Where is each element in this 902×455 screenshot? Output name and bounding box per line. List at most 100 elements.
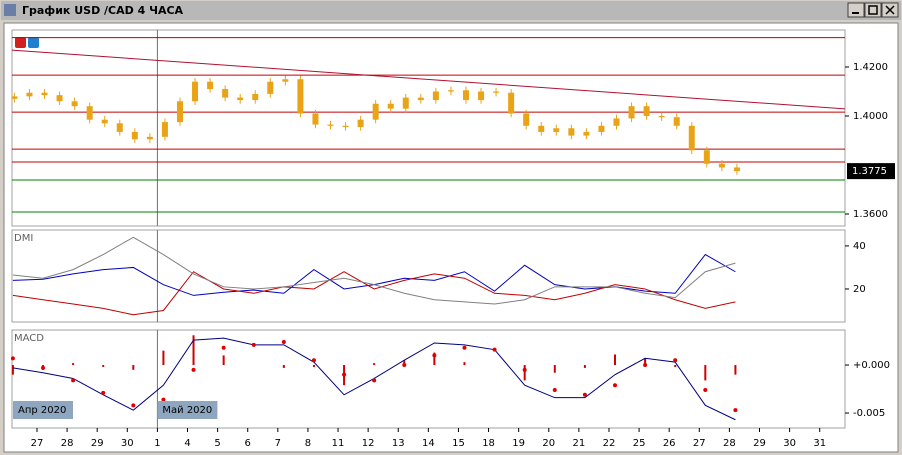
x-tick-label: 6 xyxy=(245,438,251,449)
candle-body xyxy=(493,91,500,93)
signal-dot xyxy=(10,356,15,361)
x-tick-label: 12 xyxy=(362,438,375,449)
candle-body xyxy=(357,119,364,128)
x-tick-label: 30 xyxy=(121,438,134,449)
signal-dot xyxy=(71,378,76,383)
signal-dot xyxy=(462,345,467,350)
candle-body xyxy=(387,103,394,109)
candle-body xyxy=(207,81,214,90)
signal-dot xyxy=(522,367,527,372)
candle-body xyxy=(372,103,379,120)
candle-body xyxy=(583,131,590,136)
candle-body xyxy=(553,128,560,132)
x-tick-label: 22 xyxy=(603,438,616,449)
candle-body xyxy=(538,125,545,132)
candle-body xyxy=(478,91,485,101)
x-tick-label: 28 xyxy=(723,438,736,449)
candle-body xyxy=(86,106,93,120)
window-icon xyxy=(4,4,16,16)
histogram-bar xyxy=(583,365,586,368)
histogram-bar xyxy=(162,350,165,366)
candle-body xyxy=(192,81,199,102)
signal-dot xyxy=(161,397,166,402)
signal-dot xyxy=(612,383,617,388)
window-buttons xyxy=(847,2,899,18)
candle-body xyxy=(462,90,469,101)
histogram-bar xyxy=(102,365,105,367)
candle-body xyxy=(222,89,229,98)
x-tick-label: 1 xyxy=(154,438,160,449)
histogram-bar xyxy=(613,354,616,366)
x-tick-label: 5 xyxy=(214,438,220,449)
candle-body xyxy=(342,125,349,128)
x-tick-label: 18 xyxy=(482,438,495,449)
signal-dot xyxy=(402,363,407,368)
y-tick-label: 1.4000 xyxy=(853,111,888,122)
candle-body xyxy=(176,101,183,123)
candle-body xyxy=(598,125,605,132)
candle-body xyxy=(237,97,244,101)
signal-dot xyxy=(582,392,587,397)
x-tick-label: 8 xyxy=(305,438,311,449)
panel-button[interactable] xyxy=(15,37,26,48)
candle-body xyxy=(161,122,168,137)
candle-body xyxy=(658,115,665,118)
x-tick-label: 29 xyxy=(91,438,104,449)
x-tick-label: 25 xyxy=(633,438,646,449)
candle-body xyxy=(146,136,153,140)
minimize-button[interactable] xyxy=(847,2,865,18)
candle-body xyxy=(703,150,710,164)
dmi-panel xyxy=(11,229,846,323)
signal-dot xyxy=(432,353,437,358)
histogram-bar xyxy=(132,365,135,370)
x-tick-label: 11 xyxy=(332,438,345,449)
signal-dot xyxy=(552,387,557,392)
histogram-bar xyxy=(11,365,14,375)
x-tick-label: 28 xyxy=(61,438,74,449)
x-tick-label: 13 xyxy=(392,438,405,449)
x-tick-label: 7 xyxy=(275,438,281,449)
histogram-bar xyxy=(674,365,677,367)
maximize-button[interactable] xyxy=(864,2,882,18)
month-label: Апр 2020 xyxy=(18,405,66,416)
candle-body xyxy=(613,118,620,126)
candle-body xyxy=(402,97,409,109)
histogram-bar xyxy=(403,360,406,366)
x-tick-label: 21 xyxy=(573,438,586,449)
histogram-bar xyxy=(704,365,707,381)
signal-dot xyxy=(41,365,46,370)
signal-dot xyxy=(191,367,196,372)
signal-dot xyxy=(101,390,106,395)
candle-body xyxy=(733,167,740,172)
x-tick-label: 29 xyxy=(753,438,766,449)
y-tick-label: +0.000 xyxy=(853,360,890,371)
x-tick-label: 31 xyxy=(813,438,826,449)
x-tick-label: 4 xyxy=(184,438,190,449)
candle-body xyxy=(417,97,424,101)
histogram-bar xyxy=(312,365,315,367)
signal-dot xyxy=(372,378,377,383)
histogram-bar xyxy=(192,335,195,366)
title-bar xyxy=(1,1,901,20)
y-tick-label: 1.3600 xyxy=(853,209,888,220)
panel-button[interactable] xyxy=(28,37,39,48)
histogram-bar xyxy=(644,358,647,366)
candle-body xyxy=(523,113,530,126)
last-price-box xyxy=(847,163,895,180)
y-tick-label: 20 xyxy=(853,284,866,295)
candle-body xyxy=(116,123,123,132)
candle-body xyxy=(432,91,439,101)
candle-body xyxy=(447,90,454,92)
candle-body xyxy=(101,119,108,124)
x-tick-label: 27 xyxy=(31,438,44,449)
last-price-label: 1.3775 xyxy=(852,166,887,177)
candle-body xyxy=(282,79,289,82)
candle-body xyxy=(673,117,680,126)
histogram-bar xyxy=(734,365,737,375)
window-title: График USD /CAD 4 ЧАСА xyxy=(22,4,184,17)
x-tick-label: 26 xyxy=(663,438,676,449)
month-label: Май 2020 xyxy=(162,405,212,416)
month-label-box xyxy=(13,401,73,419)
y-tick-label: 40 xyxy=(853,241,866,252)
